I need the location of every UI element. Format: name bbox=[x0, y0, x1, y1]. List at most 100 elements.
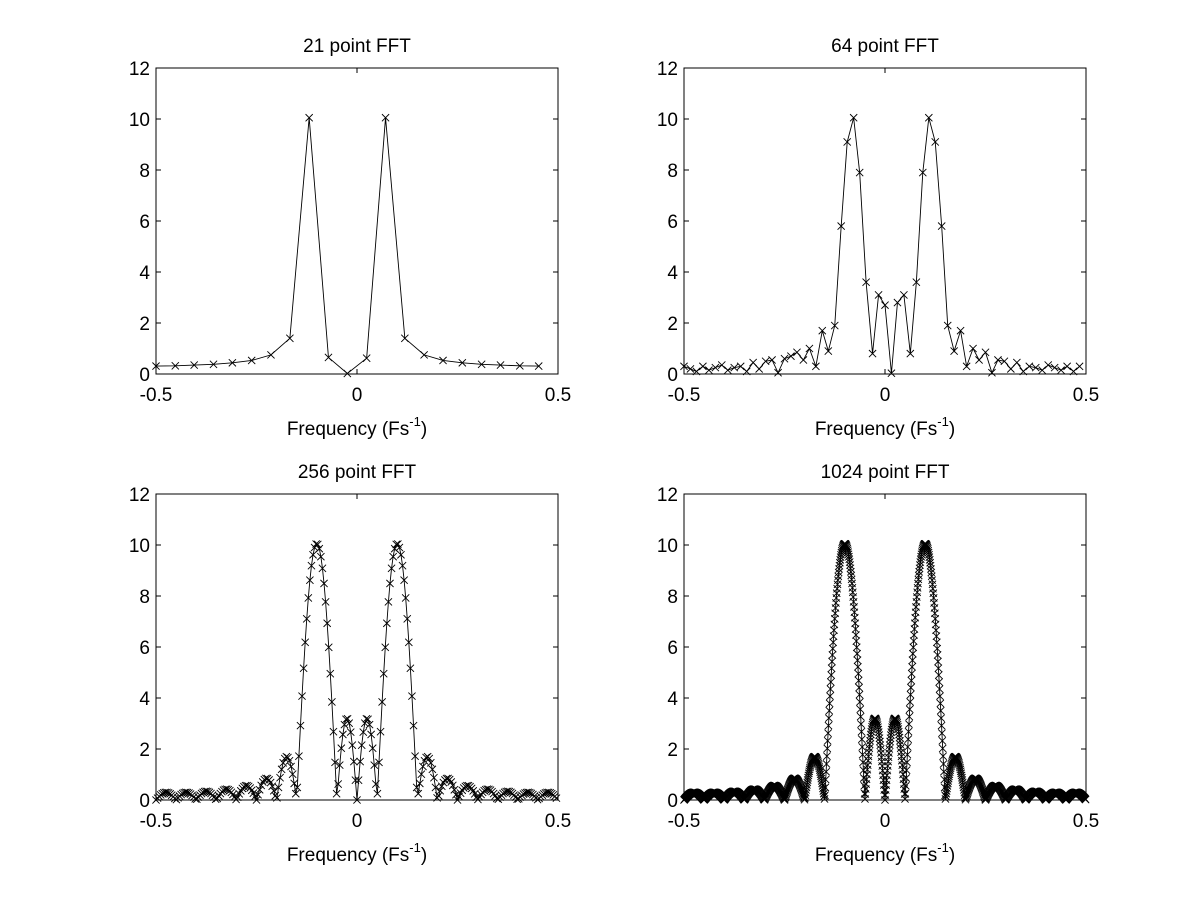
panel-2-xtick-label: 0.5 bbox=[1073, 385, 1099, 406]
panel-2-ytick-label: 2 bbox=[667, 314, 678, 335]
panel-1-ytick-label: 12 bbox=[129, 59, 150, 80]
panel-4-point bbox=[834, 572, 843, 581]
panel-4-point bbox=[855, 683, 864, 692]
panel-3-point bbox=[503, 787, 512, 796]
panel-2-xlabel-text: Frequency (Fs bbox=[815, 419, 937, 440]
panel-3-point bbox=[324, 643, 333, 652]
panel-2-xlabel: Frequency (Fs-1) bbox=[815, 414, 955, 440]
panel-2-point bbox=[1000, 357, 1009, 366]
panel-4-ytick-label: 0 bbox=[667, 791, 678, 812]
panel-4-point bbox=[936, 706, 945, 715]
panel-4-point bbox=[909, 643, 918, 652]
panel-3-point bbox=[543, 788, 551, 797]
panel-2-point bbox=[717, 361, 726, 369]
panel-1-ytick-label: 0 bbox=[139, 365, 150, 386]
panel-4-point bbox=[905, 712, 914, 721]
panel-4-point bbox=[937, 721, 946, 730]
panel-3-point bbox=[404, 638, 413, 647]
panel-4-point bbox=[927, 565, 935, 573]
panel-4-point bbox=[958, 776, 967, 784]
panel-3-point bbox=[360, 719, 369, 728]
panel-4-point bbox=[827, 671, 836, 679]
panel-3-point bbox=[364, 715, 372, 724]
panel-3-point bbox=[367, 730, 376, 739]
panel-4-point bbox=[875, 731, 884, 739]
panel-2-point bbox=[937, 222, 946, 231]
panel-3-ytick-label: 12 bbox=[129, 485, 150, 506]
panel-3-point bbox=[321, 597, 330, 606]
panel-3-point bbox=[502, 787, 511, 796]
panel-3-point bbox=[552, 794, 561, 803]
panel-4-point bbox=[905, 705, 914, 714]
panel-4-series-line bbox=[684, 543, 1086, 800]
panel-3-point bbox=[298, 692, 306, 701]
panel-1-point bbox=[534, 362, 543, 371]
panel-3-point bbox=[232, 795, 241, 804]
panel-2-xlabel-suffix: ) bbox=[949, 419, 955, 440]
panel-4-point bbox=[902, 774, 911, 782]
panel-2-point bbox=[924, 113, 933, 122]
panel-1-point bbox=[477, 360, 486, 369]
panel-4-point bbox=[902, 766, 911, 775]
panel-3-point bbox=[287, 762, 295, 771]
panel-3-point bbox=[412, 783, 421, 792]
panel-4-point bbox=[865, 740, 874, 749]
panel-3-point bbox=[340, 720, 349, 729]
panel-3-point bbox=[301, 638, 310, 647]
panel-3-point bbox=[409, 721, 418, 730]
panel-3-point bbox=[397, 550, 405, 559]
panel-4-point bbox=[892, 716, 901, 725]
panel-2-point bbox=[1050, 363, 1059, 372]
panel-2-point bbox=[793, 348, 801, 357]
panel-2-point bbox=[811, 362, 820, 371]
panel-4-point bbox=[936, 692, 944, 701]
panel-3-point bbox=[309, 550, 317, 559]
panel-2-point bbox=[686, 364, 695, 373]
panel-3-point bbox=[417, 770, 426, 779]
panel-3-xtick-label: 0.5 bbox=[545, 811, 571, 832]
panel-3-point bbox=[318, 564, 327, 573]
panel-3-point bbox=[483, 785, 492, 794]
panel-1-point bbox=[362, 354, 371, 363]
panel-4-point bbox=[826, 692, 834, 701]
panel-2-point bbox=[975, 356, 983, 364]
panel-3-point bbox=[411, 752, 420, 761]
panel-3-point bbox=[378, 698, 387, 706]
panel-4-point bbox=[954, 758, 963, 767]
panel-2-point bbox=[931, 138, 940, 146]
panel-4-point bbox=[846, 561, 854, 569]
panel-1-point bbox=[190, 361, 199, 369]
panel-3-point bbox=[362, 714, 371, 723]
panel-3-point bbox=[346, 728, 355, 737]
panel-2-point bbox=[805, 344, 814, 353]
panel-2-point bbox=[1038, 366, 1047, 375]
panel-2-point bbox=[711, 363, 720, 372]
panel-4-point bbox=[914, 571, 923, 580]
panel-3-point bbox=[386, 579, 394, 588]
panel-2-point bbox=[994, 356, 1002, 364]
panel-2-point bbox=[849, 113, 858, 122]
panel-3-point bbox=[268, 782, 277, 791]
panel-4-point bbox=[824, 729, 832, 738]
panel-3-point bbox=[390, 544, 399, 553]
panel-4-point bbox=[906, 690, 915, 699]
panel-3-point bbox=[400, 576, 409, 585]
panel-3-point bbox=[398, 561, 407, 570]
panel-4-point bbox=[933, 651, 942, 659]
panel-4-point bbox=[903, 758, 911, 767]
panel-2-point bbox=[824, 347, 833, 355]
panel-3-point bbox=[293, 783, 302, 792]
panel-4-point bbox=[853, 649, 862, 658]
panel-3-point bbox=[403, 614, 412, 623]
panel-3-point bbox=[199, 788, 208, 797]
panel-4-ytick-label: 12 bbox=[657, 485, 678, 506]
panel-3-point bbox=[327, 698, 336, 706]
panel-4-point bbox=[895, 730, 904, 739]
panel-3-point bbox=[365, 720, 374, 729]
panel-4-point bbox=[910, 631, 918, 639]
panel-3-point bbox=[428, 765, 437, 774]
panel-2-markers bbox=[680, 113, 1084, 378]
panel-3-point bbox=[448, 781, 457, 790]
panel-2-xlabel-superscript: -1 bbox=[937, 414, 949, 429]
panel-2-point bbox=[912, 278, 921, 287]
